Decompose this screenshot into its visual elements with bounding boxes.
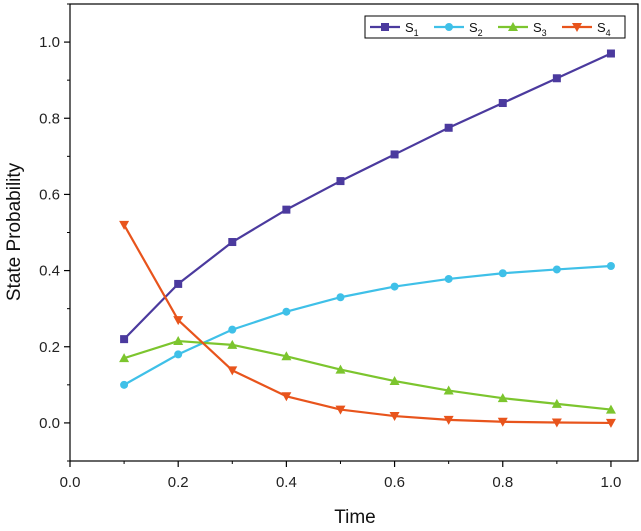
- series-s1: [120, 49, 615, 344]
- legend-item: S3: [498, 20, 547, 38]
- legend-item: S2: [434, 20, 483, 38]
- x-tick-label: 0.0: [60, 474, 81, 491]
- data-point: [389, 412, 400, 422]
- data-point: [390, 150, 399, 159]
- legend-label-sub: 2: [478, 28, 483, 38]
- x-tick-label: 0.4: [276, 474, 297, 491]
- data-point: [228, 238, 237, 247]
- data-point: [335, 405, 346, 415]
- x-tick-label: 0.8: [492, 474, 513, 491]
- y-tick-label: 0.8: [39, 110, 60, 127]
- data-point: [281, 351, 292, 361]
- data-point: [497, 417, 508, 427]
- data-point: [497, 393, 508, 403]
- legend-item: S4: [562, 20, 611, 38]
- data-point: [281, 392, 292, 402]
- legend-label: S2: [469, 20, 483, 38]
- data-point: [605, 404, 616, 414]
- data-point: [444, 123, 453, 132]
- data-point: [552, 265, 561, 274]
- legend-label: S4: [597, 20, 611, 38]
- legend-marker: [572, 23, 582, 32]
- series-line: [123, 52, 612, 340]
- legend-label: S1: [405, 20, 419, 38]
- y-tick-label: 0.6: [39, 186, 60, 203]
- x-tick-label: 1.0: [601, 474, 622, 491]
- data-point: [336, 293, 345, 302]
- legend-box: [364, 15, 626, 39]
- data-point: [173, 316, 184, 326]
- data-point: [443, 385, 454, 395]
- data-point: [552, 74, 561, 83]
- plot-frame: [69, 3, 639, 462]
- data-point: [173, 336, 184, 346]
- legend-marker: [508, 22, 518, 31]
- series-s3: [119, 336, 616, 414]
- data-point: [443, 415, 454, 425]
- legend-label-sub: 4: [606, 28, 611, 38]
- y-axis: 0.0 0.2 0.4 0.6 0.8 1.0: [39, 3, 70, 462]
- legend-label-main: S: [469, 20, 478, 35]
- data-point: [606, 262, 615, 271]
- data-point: [120, 335, 129, 344]
- legend-label-main: S: [597, 20, 606, 35]
- legend-label-main: S: [533, 20, 542, 35]
- data-point: [227, 366, 238, 376]
- data-point: [390, 282, 399, 291]
- series-line: [123, 224, 611, 425]
- x-axis: 0.0 0.2 0.4 0.6 0.8 1.0: [60, 461, 622, 491]
- data-point: [605, 418, 616, 428]
- legend-item: S1: [370, 20, 419, 38]
- data-point: [174, 279, 183, 288]
- legend-label-sub: 3: [542, 28, 547, 38]
- data-point: [228, 325, 237, 334]
- x-tick-label: 0.2: [168, 474, 189, 491]
- y-axis-title: State Probability: [4, 162, 25, 301]
- data-point: [336, 177, 345, 186]
- data-point: [551, 418, 562, 428]
- data-point: [282, 205, 291, 214]
- data-point: [606, 49, 615, 58]
- data-point: [120, 380, 129, 389]
- x-axis-title: Time: [334, 507, 376, 528]
- series-line: [123, 264, 612, 386]
- legend-marker: [381, 23, 389, 31]
- legend-marker: [445, 23, 453, 31]
- data-point: [389, 376, 400, 386]
- y-tick-label: 0.4: [39, 263, 60, 280]
- data-point: [227, 339, 238, 349]
- y-tick-label: 0.2: [39, 339, 60, 356]
- data-point: [282, 307, 291, 316]
- data-point: [551, 398, 562, 408]
- data-point: [119, 220, 130, 230]
- y-tick-label: 1.0: [39, 34, 60, 51]
- y-tick-label: 0.0: [39, 415, 60, 432]
- series-line: [123, 339, 612, 411]
- data-point: [498, 99, 507, 108]
- data-point: [174, 350, 183, 359]
- series-s4: [119, 220, 616, 428]
- data-point: [444, 274, 453, 283]
- legend: S1 S2 S3 S4: [364, 15, 626, 39]
- legend-label-main: S: [405, 20, 414, 35]
- data-point: [119, 353, 130, 363]
- data-point: [498, 269, 507, 278]
- legend-label: S3: [533, 20, 547, 38]
- series-s2: [120, 262, 615, 389]
- data-point: [335, 364, 346, 374]
- series-layer: [119, 49, 616, 428]
- legend-label-sub: 1: [414, 28, 419, 38]
- x-tick-label: 0.6: [384, 474, 405, 491]
